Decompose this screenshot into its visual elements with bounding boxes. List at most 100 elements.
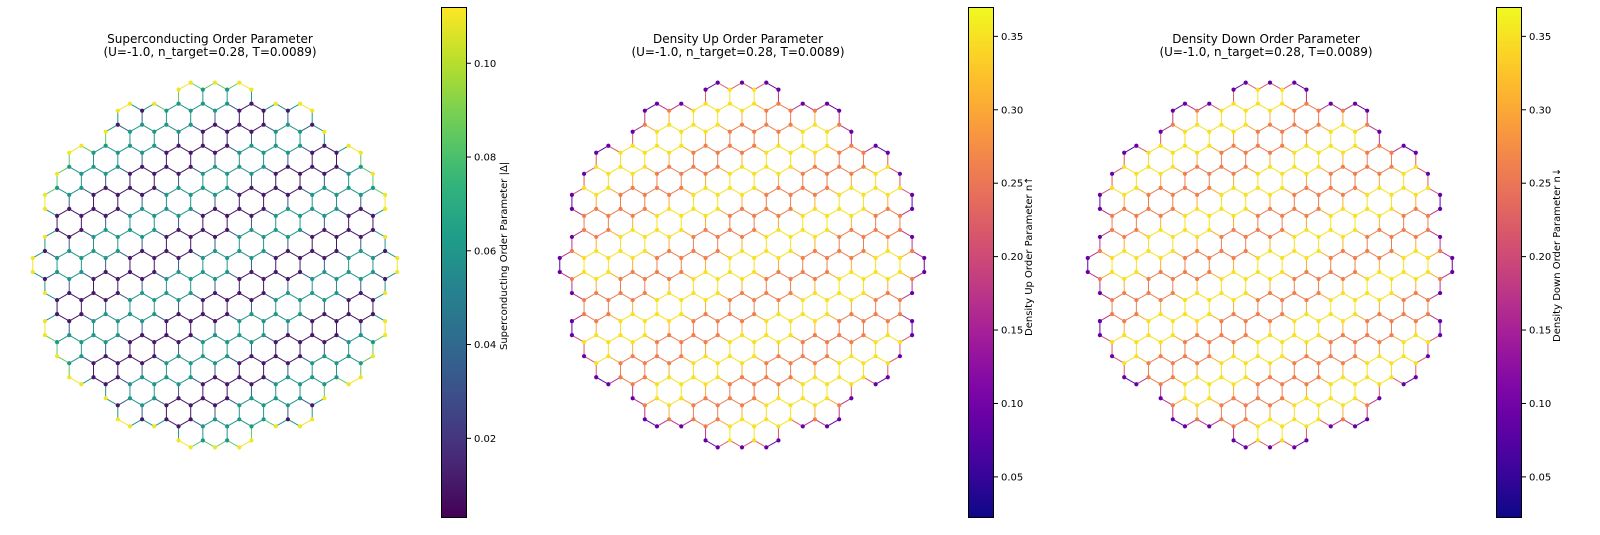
lattice-bond xyxy=(226,292,240,301)
lattice-bond xyxy=(1342,292,1356,301)
lattice-bond xyxy=(766,124,779,133)
lattice-bond xyxy=(239,208,252,217)
lattice-bond xyxy=(360,187,374,196)
data-point xyxy=(837,248,842,254)
data-point xyxy=(1255,438,1260,443)
data-point xyxy=(812,150,817,155)
data-point xyxy=(1231,438,1236,443)
data-point xyxy=(1109,213,1115,218)
data-point xyxy=(334,375,339,380)
lattice-bond xyxy=(360,271,374,280)
data-point xyxy=(715,445,720,450)
lattice-bond xyxy=(741,376,755,385)
lattice-bond xyxy=(154,376,167,385)
data-point xyxy=(152,269,157,275)
data-point xyxy=(164,248,169,254)
data-point xyxy=(91,319,96,324)
data-point xyxy=(1109,354,1115,359)
lattice-bond xyxy=(1209,208,1222,217)
colorbar-tick-label: 0.25 xyxy=(1529,179,1551,190)
data-point xyxy=(285,417,290,422)
lattice-bond xyxy=(1318,166,1331,175)
data-point xyxy=(370,297,376,303)
data-point xyxy=(873,297,878,303)
lattice-bond xyxy=(1184,355,1198,364)
lattice-bond xyxy=(1123,376,1137,385)
data-point xyxy=(630,269,635,275)
lattice-bond xyxy=(336,208,349,217)
lattice-bond xyxy=(324,166,337,175)
lattice-bond xyxy=(141,418,155,427)
lattice-bond xyxy=(1391,376,1404,385)
lattice-bond xyxy=(263,124,276,133)
lattice-bond xyxy=(729,355,743,364)
colorbar xyxy=(441,7,467,518)
lattice-bond xyxy=(1233,397,1246,406)
data-point xyxy=(727,438,732,443)
lattice-bond xyxy=(81,313,94,322)
data-point xyxy=(1389,234,1394,240)
lattice-bond xyxy=(729,271,743,280)
data-point xyxy=(618,319,623,324)
data-point xyxy=(715,164,720,169)
lattice-bond xyxy=(1172,208,1186,217)
data-point xyxy=(1219,361,1224,366)
chart-subtitle-line: (U=-1.0, n_target=0.28, T=0.0089) xyxy=(1159,45,1373,59)
lattice-bond xyxy=(1209,418,1222,427)
data-point xyxy=(630,143,635,148)
colorbar-tick-label: 0.20 xyxy=(1001,252,1023,263)
lattice-bond xyxy=(1221,355,1234,364)
data-point xyxy=(581,213,587,218)
lattice-bond xyxy=(778,145,791,154)
lattice-bond xyxy=(778,166,791,175)
lattice-bond xyxy=(571,229,585,238)
lattice-bond xyxy=(668,313,682,322)
lattice-bond xyxy=(1330,166,1344,175)
lattice-bond xyxy=(899,208,913,217)
lattice-bond xyxy=(1391,145,1404,154)
data-point xyxy=(237,192,242,197)
lattice-bond xyxy=(1318,397,1331,406)
data-point xyxy=(849,354,854,359)
data-point xyxy=(273,424,278,429)
lattice-bond xyxy=(1233,229,1246,238)
data-point xyxy=(127,171,133,176)
lattice-bond xyxy=(263,418,276,427)
data-point xyxy=(1377,312,1382,317)
lattice-bond xyxy=(1172,229,1186,238)
data-point xyxy=(297,171,303,176)
data-point xyxy=(1425,255,1431,261)
lattice-bond xyxy=(1209,292,1222,301)
data-point xyxy=(642,234,647,240)
lattice-bond xyxy=(814,355,828,364)
lattice-bond xyxy=(838,355,852,364)
data-point xyxy=(800,143,805,148)
data-point xyxy=(200,312,205,317)
data-point xyxy=(691,206,696,211)
lattice-bond xyxy=(1354,145,1368,154)
lattice-bond xyxy=(1403,355,1417,364)
lattice-bond xyxy=(1281,250,1295,259)
lattice-bond xyxy=(1160,397,1174,406)
lattice-bond xyxy=(1245,418,1259,427)
data-point xyxy=(1352,129,1358,134)
data-point xyxy=(1401,143,1406,148)
lattice-bond xyxy=(1281,355,1295,364)
lattice-bond xyxy=(1257,82,1271,91)
lattice-bond xyxy=(1099,208,1113,217)
data-point xyxy=(581,340,587,345)
data-point xyxy=(630,297,635,303)
lattice-bond xyxy=(287,124,301,133)
data-point xyxy=(1231,129,1236,134)
lattice-bond xyxy=(178,439,191,448)
lattice-bond xyxy=(753,145,767,154)
lattice-bond xyxy=(778,271,791,280)
data-point xyxy=(727,129,732,134)
lattice-bond xyxy=(838,250,852,259)
lattice-bond xyxy=(1160,250,1174,259)
data-point xyxy=(200,171,205,176)
data-point xyxy=(1340,164,1345,169)
lattice-bond xyxy=(583,250,597,259)
lattice-bond xyxy=(1196,397,1210,406)
lattice-bond xyxy=(717,334,731,343)
